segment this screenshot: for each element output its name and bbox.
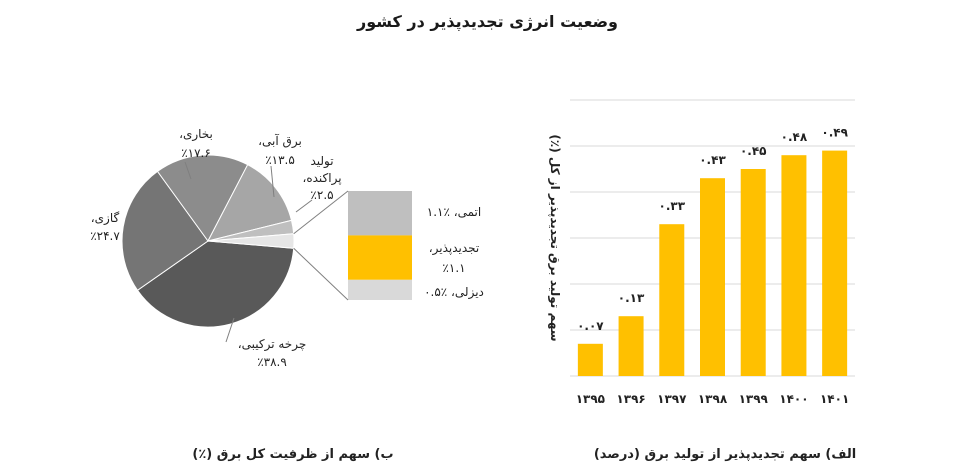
pie-slice xyxy=(156,154,249,242)
pie-slice xyxy=(121,170,209,291)
leader-line xyxy=(225,317,235,343)
bar-chart: ۰.۰۷ ۱۳۹۵ ۰.۱۳ ۱۳۹۶ ۰.۳۳ ۱۳۹۷ ۰.۴۳ ۱۳۹۸ ۰.۴۵ ۱۳۹۹… xyxy=(547,99,855,406)
y-axis-label: سهم تولید برق تجدیدپذیر از کل (٪) xyxy=(547,134,562,341)
bar xyxy=(781,155,807,376)
pie-slice xyxy=(207,164,293,242)
leader-line xyxy=(184,161,192,180)
pie-slice-label: پراکنده، xyxy=(302,171,341,186)
breakdown-segment xyxy=(348,191,412,236)
bar xyxy=(577,343,603,376)
x-tick-label: ۱۴۰۰ xyxy=(779,392,808,406)
pie-slice-label: تولید xyxy=(310,154,333,169)
pie-slice-label: بخاری، xyxy=(179,127,213,142)
bar-value-label: ۰.۴۹ xyxy=(821,126,848,140)
bar-value-label: ۰.۴۸ xyxy=(781,130,808,144)
bar xyxy=(618,316,644,376)
x-tick-label: ۱۳۹۹ xyxy=(739,392,769,406)
breakdown-label: دیزلی، ٪۰.۵ xyxy=(424,285,484,300)
pie-slice-label: ٪۳۸.۹ xyxy=(257,355,287,369)
bar xyxy=(822,150,848,376)
leader-line xyxy=(295,199,313,213)
bar-value-label: ۰.۴۳ xyxy=(699,153,726,167)
bar-value-label: ۰.۰۷ xyxy=(577,319,604,333)
breakdown-label: اتمی، ٪۱.۱ xyxy=(427,205,481,219)
pie-chart: چرخه ترکیبی، ٪۳۸.۹ گازی، ٪۲۴.۷ بخاری، ٪۱۷.۶ بر… xyxy=(90,127,484,369)
breakdown-segment xyxy=(348,235,412,280)
pie-slice-label: ٪۱۳.۵ xyxy=(265,153,295,167)
breakdown-label: تجدیدپذیر، xyxy=(429,241,480,256)
x-tick-label: ۱۳۹۸ xyxy=(698,392,728,406)
pie-slice-label: چرخه ترکیبی، xyxy=(238,337,307,352)
x-tick-label: ۱۴۰۱ xyxy=(820,392,849,406)
pie-chart-caption: ب) سهم از ظرفیت کل برق (٪) xyxy=(192,447,393,462)
x-tick-label: ۱۳۹۵ xyxy=(576,392,605,406)
x-tick-label: ۱۳۹۷ xyxy=(657,392,687,406)
bar xyxy=(700,178,725,376)
chart-title: وضعیت انرژی تجدیدپذیر در کشور xyxy=(357,12,618,31)
pie-slice-label: ٪۱۷.۶ xyxy=(181,146,211,160)
breakdown-segment xyxy=(348,279,412,300)
pie-slice xyxy=(136,240,295,328)
breakdown-label: ٪۱.۱ xyxy=(442,261,465,275)
pie-slice-label: ٪۲۴.۷ xyxy=(90,229,120,243)
bar-chart-caption: الف) سهم تجدیدپذیر از تولید برق (درصد) xyxy=(594,447,856,462)
leader-line xyxy=(270,165,275,198)
bar xyxy=(659,224,685,376)
pie-slice-label: برق آبی، xyxy=(258,133,302,149)
bar xyxy=(740,169,766,376)
pie-slice-label: ٪۲.۵ xyxy=(310,188,333,202)
bar-value-label: ۰.۱۳ xyxy=(618,291,645,305)
x-tick-label: ۱۳۹۶ xyxy=(616,392,645,406)
connector-line xyxy=(293,247,349,301)
bar-value-label: ۰.۴۵ xyxy=(740,144,767,158)
connector-line xyxy=(293,190,349,235)
bar-value-label: ۰.۳۳ xyxy=(659,199,686,213)
pie-slice-label: گازی، xyxy=(91,211,120,226)
pie-slice xyxy=(207,233,295,249)
